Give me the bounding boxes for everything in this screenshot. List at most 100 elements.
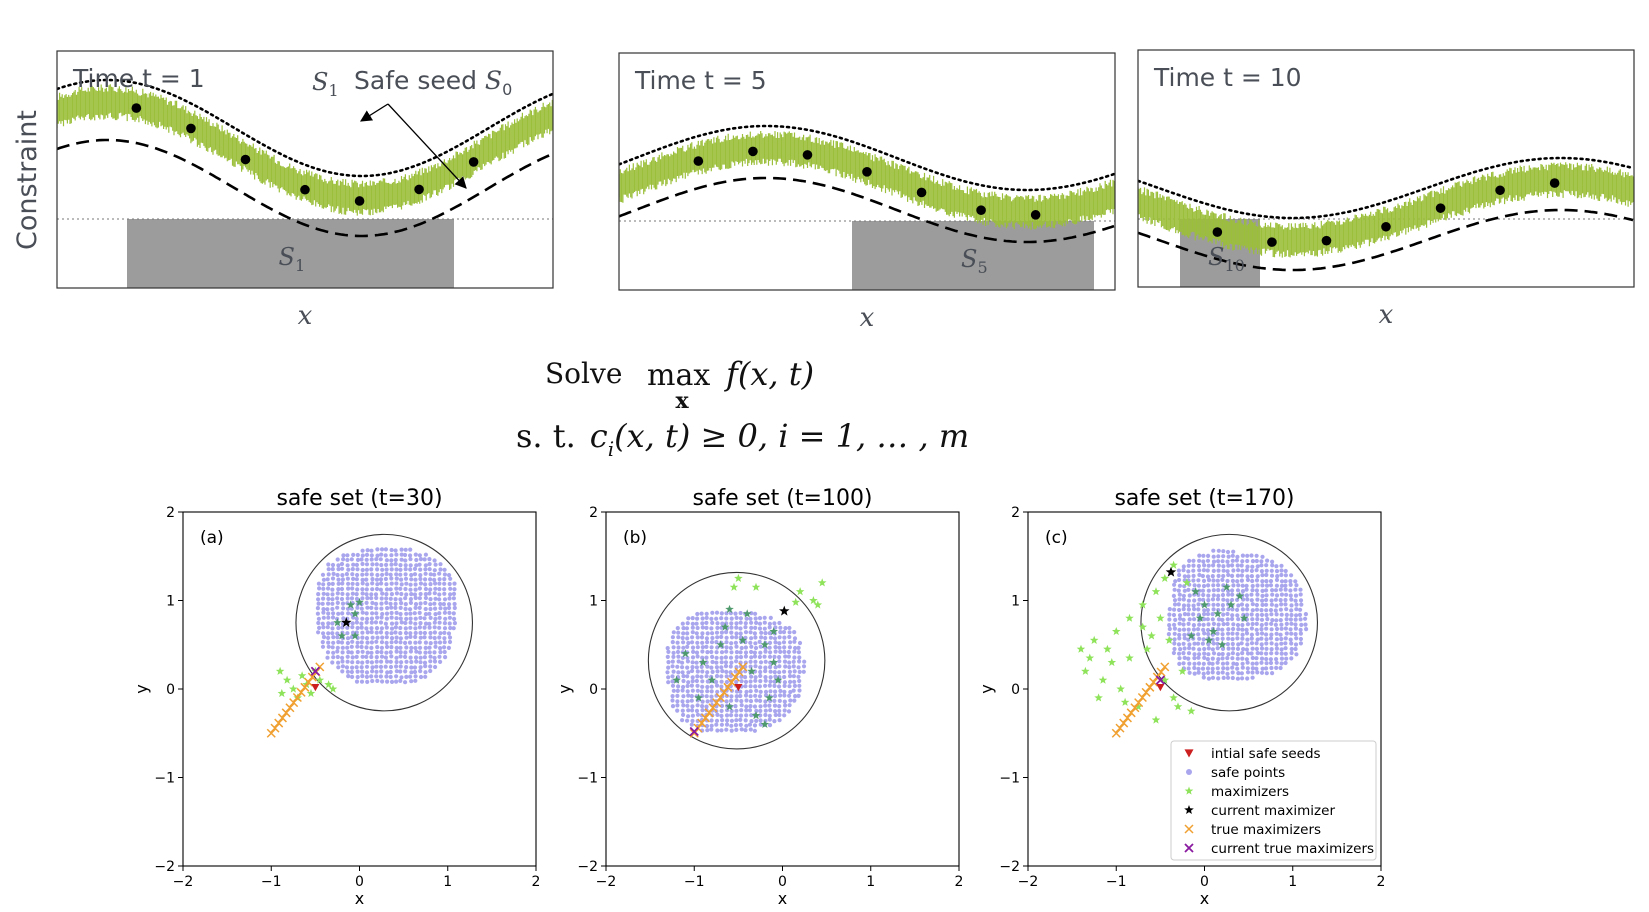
safe-point bbox=[360, 587, 365, 592]
safe-point bbox=[423, 674, 428, 679]
panel-label: (a) bbox=[200, 528, 224, 548]
safe-point bbox=[398, 616, 403, 621]
safe-point bbox=[704, 636, 710, 641]
safe-point bbox=[1244, 568, 1249, 573]
safe-point bbox=[792, 649, 797, 654]
safe-point bbox=[360, 635, 365, 640]
safe-point bbox=[1294, 583, 1299, 588]
safe-point bbox=[782, 649, 787, 655]
safe-point bbox=[1244, 612, 1250, 617]
safe-point bbox=[336, 567, 341, 572]
safe-point bbox=[336, 581, 341, 586]
safe-point bbox=[442, 640, 447, 645]
safe-point bbox=[709, 689, 714, 694]
safe-point bbox=[1230, 558, 1235, 563]
safe-point bbox=[743, 675, 748, 680]
safe-point bbox=[738, 713, 744, 718]
safe-point bbox=[753, 675, 758, 680]
maximizer-point bbox=[751, 582, 761, 591]
true-maximizer-point bbox=[719, 687, 729, 697]
safe-point bbox=[354, 654, 359, 660]
safe-point bbox=[743, 650, 749, 655]
safe-point bbox=[695, 669, 700, 674]
safe-point bbox=[744, 704, 749, 709]
safe-point bbox=[801, 664, 807, 669]
maximizer-point bbox=[769, 658, 778, 667]
safe-point bbox=[442, 567, 447, 572]
safe-point bbox=[403, 669, 408, 674]
safe-point bbox=[408, 563, 413, 568]
safe-point bbox=[403, 654, 408, 660]
safe-point bbox=[724, 669, 729, 675]
safe-point bbox=[1172, 598, 1178, 603]
safe-point bbox=[670, 694, 675, 699]
safe-point bbox=[340, 566, 345, 571]
safe-point bbox=[1225, 661, 1230, 666]
safe-point bbox=[1192, 617, 1197, 622]
safe-point bbox=[394, 645, 399, 650]
safe-point bbox=[442, 645, 447, 650]
safe-point bbox=[1254, 666, 1259, 671]
safe-point bbox=[412, 665, 418, 670]
safe-point bbox=[734, 698, 739, 703]
safe-point bbox=[680, 655, 686, 660]
observation-dot bbox=[1321, 235, 1332, 246]
safe-point bbox=[666, 680, 671, 685]
safe-point bbox=[729, 650, 734, 655]
safe-point bbox=[398, 572, 403, 577]
safe-point bbox=[1294, 607, 1299, 612]
safe-point bbox=[1255, 651, 1260, 656]
safe-point bbox=[384, 600, 389, 606]
safe-point bbox=[715, 669, 720, 674]
safe-point bbox=[752, 704, 758, 709]
safe-point bbox=[1178, 647, 1183, 652]
safe-point bbox=[1236, 671, 1241, 676]
maximizer-point bbox=[1098, 675, 1108, 684]
safe-point bbox=[350, 625, 355, 630]
safe-point bbox=[1289, 656, 1294, 661]
safe-point bbox=[349, 650, 354, 655]
safe-point bbox=[374, 659, 379, 664]
safe-point bbox=[1196, 632, 1201, 637]
maximizer-point bbox=[1217, 640, 1227, 649]
safe-point bbox=[749, 644, 754, 649]
safe-point bbox=[417, 650, 422, 655]
safe-point bbox=[1259, 660, 1264, 665]
safe-point bbox=[389, 636, 395, 641]
safe-point bbox=[1234, 558, 1239, 563]
safe-point bbox=[417, 640, 422, 645]
safe-point bbox=[1215, 602, 1221, 607]
safe-point bbox=[438, 567, 443, 572]
safe-point bbox=[1284, 592, 1289, 597]
true-maximizer-point bbox=[697, 718, 707, 728]
maximizer-point bbox=[1173, 702, 1183, 711]
safe-point bbox=[729, 698, 734, 703]
safe-point bbox=[782, 659, 788, 664]
safe-point bbox=[404, 645, 409, 650]
safe-point bbox=[364, 557, 369, 562]
safe-point bbox=[452, 605, 457, 611]
safe-point bbox=[383, 621, 388, 626]
safe-point bbox=[355, 649, 360, 655]
safe-point bbox=[364, 572, 369, 577]
safe-point bbox=[752, 631, 758, 636]
safe-point bbox=[705, 670, 710, 675]
safe-point bbox=[326, 640, 331, 645]
safe-point bbox=[1255, 670, 1260, 675]
safe-point bbox=[752, 723, 758, 728]
safe-point bbox=[1181, 641, 1186, 646]
safe-point bbox=[320, 644, 326, 649]
safe-point bbox=[767, 703, 772, 708]
safe-point bbox=[335, 635, 340, 640]
safe-point bbox=[355, 572, 360, 578]
safe-point bbox=[320, 621, 325, 626]
safe-point bbox=[1259, 627, 1264, 632]
safe-point bbox=[1211, 602, 1216, 607]
safe-point bbox=[369, 605, 374, 611]
safe-point bbox=[1284, 617, 1289, 622]
safe-point bbox=[1283, 636, 1288, 641]
true-maximizer-point bbox=[1145, 682, 1155, 692]
safe-point bbox=[694, 678, 700, 684]
safe-point bbox=[734, 727, 739, 733]
